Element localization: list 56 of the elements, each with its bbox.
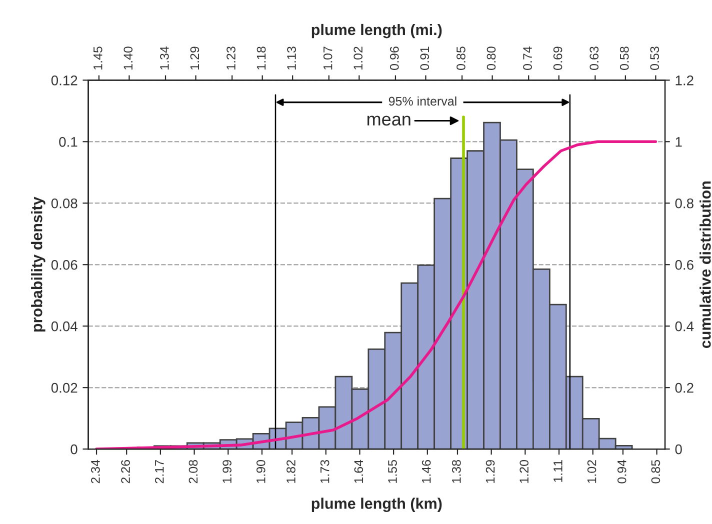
- x2-tick-label: 0.69: [553, 46, 562, 70]
- x2-tick-label: 1.02: [354, 46, 363, 70]
- y-tick-label: 0.02: [51, 382, 78, 393]
- x2-tick-label: 1.23: [226, 46, 236, 70]
- y-tick-label: 0.04: [51, 321, 78, 332]
- x-tick-label: 1.20: [520, 460, 529, 483]
- x-tick-label: 1.29: [486, 460, 495, 483]
- x-tick-label: 1.82: [286, 460, 296, 483]
- x-tick-label: 1.99: [222, 460, 232, 483]
- y2-axis-title: cumulative distribution: [700, 182, 711, 348]
- x2-tick-label: 0.63: [590, 46, 599, 70]
- x2-tick-label: 0.80: [486, 46, 496, 70]
- x-tick-label: 1.02: [587, 460, 596, 483]
- x-tick-label: 1.55: [388, 460, 397, 483]
- y-tick-label: 0.12: [51, 76, 78, 86]
- x2-tick-label: 1.29: [190, 46, 200, 70]
- x-tick-label: 1.90: [256, 460, 266, 483]
- y2-tick-label: 1: [676, 137, 682, 147]
- ref-line-label: mean: [367, 116, 410, 126]
- x-tick-label: 1.73: [320, 460, 330, 483]
- x2-axis-title: plume length (mi.): [312, 24, 442, 38]
- x2-tick-label: 0.85: [456, 46, 466, 70]
- x-tick-label: 0.85: [651, 460, 660, 484]
- y2-tick-label: 0.8: [675, 198, 694, 208]
- y2-tick-label: 0.2: [675, 382, 694, 393]
- x-axis-title: plume length (km): [312, 498, 442, 512]
- x-tick-label: 1.46: [422, 460, 431, 483]
- y2-tick-label: 0.4: [675, 321, 694, 332]
- x-tick-label: 0.94: [617, 460, 626, 484]
- x2-tick-label: 1.34: [160, 46, 169, 70]
- x2-tick-label: 1.40: [124, 46, 133, 70]
- x2-tick-label: 0.58: [620, 46, 629, 70]
- y-tick-label: 0.08: [51, 198, 78, 208]
- x2-tick-label: 1.07: [323, 46, 332, 70]
- x2-tick-label: 1.45: [94, 46, 102, 70]
- x2-tick-label: 0.74: [523, 46, 532, 70]
- x-tick-label: 2.08: [188, 460, 198, 484]
- x-tick-label: 2.17: [154, 460, 164, 484]
- x-tick-label: 1.38: [452, 460, 461, 483]
- x-tick-label: 1.64: [354, 460, 364, 483]
- y-axis-title: probability density: [31, 196, 46, 332]
- x2-tick-label: 0.96: [390, 46, 399, 70]
- y-tick-label: 0.06: [51, 260, 78, 270]
- y2-tick-label: 1.2: [676, 76, 694, 86]
- x-tick-label: 2.34: [91, 460, 100, 484]
- x2-tick-label: 1.13: [287, 46, 296, 70]
- x-tick-label: 2.26: [121, 460, 130, 484]
- y-tick-label: 0.1: [59, 136, 78, 147]
- x2-tick-label: 0.91: [420, 46, 430, 70]
- y2-tick-label: 0: [675, 444, 682, 454]
- x-tick-label: 1.11: [554, 460, 562, 482]
- annotation: 95% interval: [388, 96, 456, 106]
- x2-tick-label: 1.18: [256, 46, 266, 70]
- x2-tick-label: 0.53: [650, 46, 660, 70]
- y2-tick-label: 0.6: [675, 260, 694, 270]
- y-tick-label: 0: [70, 444, 78, 454]
